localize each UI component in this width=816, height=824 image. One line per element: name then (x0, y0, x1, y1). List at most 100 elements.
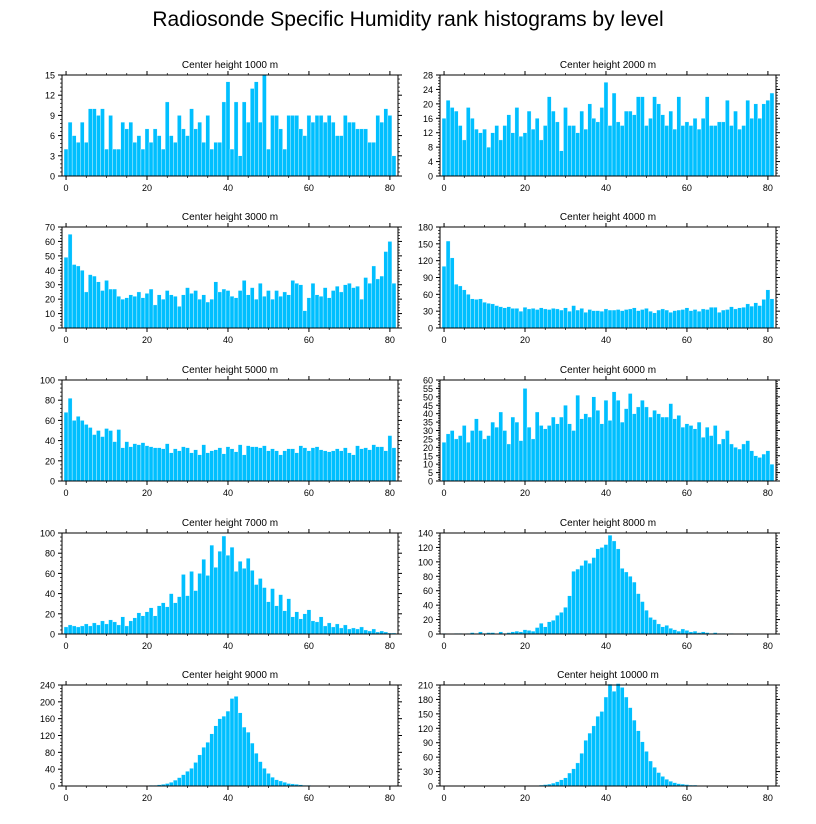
histogram-bar (258, 283, 263, 329)
histogram-bar (88, 625, 93, 635)
histogram-bar (660, 416, 665, 482)
panel-title: Center height 6000 m (560, 365, 656, 376)
histogram-bar (140, 148, 146, 177)
histogram-bar (498, 139, 503, 177)
histogram-bar (278, 780, 283, 787)
histogram-bar (343, 624, 348, 635)
histogram-bar (453, 284, 459, 329)
histogram-bar (652, 96, 657, 177)
histogram-bar (470, 118, 475, 177)
histogram-bar (67, 398, 73, 482)
histogram-bar (725, 309, 730, 329)
histogram-bar (603, 308, 609, 329)
histogram-bar (721, 121, 726, 177)
y-tick-label: 90 (423, 273, 433, 283)
histogram-bar (648, 760, 653, 787)
histogram-bar (375, 446, 380, 482)
y-tick-label: 40 (45, 266, 55, 276)
histogram-bar (391, 155, 397, 177)
x-tick-label: 60 (682, 641, 692, 651)
histogram-bar (615, 400, 621, 482)
histogram-bar (326, 622, 332, 635)
histogram-bar (213, 142, 219, 177)
histogram-bar (156, 294, 162, 329)
histogram-bar (278, 594, 283, 635)
histogram-bar (543, 308, 548, 329)
histogram-bar (270, 115, 275, 177)
x-tick-label: 0 (442, 793, 447, 803)
y-tick-label: 0 (50, 630, 55, 640)
histogram-bar (583, 560, 588, 635)
histogram-bar (534, 118, 540, 177)
histogram-bar (326, 297, 332, 329)
histogram-bar (306, 115, 312, 177)
y-tick-label: 6 (50, 131, 55, 141)
histogram-bar (522, 307, 528, 329)
histogram-bar (628, 308, 633, 329)
x-tick-label: 0 (64, 641, 69, 651)
histogram-bar (729, 443, 734, 482)
panel-title: Center height 10000 m (557, 670, 659, 681)
histogram-bar (225, 710, 231, 787)
histogram-bar (741, 125, 746, 177)
histogram-bar (583, 128, 588, 177)
histogram-bar (375, 115, 380, 177)
histogram-bar (445, 240, 451, 329)
histogram-bar (278, 454, 283, 482)
histogram-bar (668, 628, 673, 635)
histogram-bar (745, 303, 750, 329)
histogram-bar (229, 448, 235, 482)
histogram-bar (571, 305, 576, 329)
histogram-bar (152, 447, 158, 482)
histogram-bar (250, 88, 255, 177)
x-tick-label: 20 (520, 488, 530, 498)
histogram-bar (306, 609, 312, 635)
x-tick-label: 40 (223, 488, 233, 498)
histogram-bar (286, 598, 291, 635)
x-tick-label: 40 (601, 488, 611, 498)
histogram-bar (761, 299, 767, 329)
histogram-bar (547, 425, 552, 482)
histogram-bar (221, 288, 227, 329)
histogram-bar (254, 81, 259, 177)
histogram-panel-4: Center height 4000 m 0 30 60 90 120 150 180 0 20 4… (418, 212, 780, 345)
y-tick-label: 0 (428, 477, 433, 487)
histogram-bar (331, 450, 336, 482)
histogram-bar (169, 782, 174, 787)
histogram-bar (482, 302, 487, 329)
y-tick-label: 20 (45, 456, 55, 466)
histogram-bar (254, 298, 259, 329)
histogram-bar (286, 294, 291, 329)
histogram-bar (700, 437, 706, 482)
y-tick-label: 10 (423, 460, 433, 470)
histogram-bar (177, 777, 182, 787)
histogram-bar (156, 605, 162, 635)
histogram-bar (173, 448, 178, 482)
histogram-bar (258, 121, 263, 177)
histogram-bar (526, 426, 532, 482)
histogram-bar (559, 612, 564, 635)
histogram-bar (298, 445, 304, 482)
histogram-bar (449, 257, 455, 329)
histogram-bar (165, 290, 170, 329)
histogram-bar (672, 782, 677, 787)
histogram-bar (246, 121, 251, 177)
y-tick-label: 50 (423, 392, 433, 402)
histogram-bar (108, 619, 113, 635)
histogram-bar (453, 438, 459, 482)
histogram-bar (490, 421, 495, 482)
histogram-bar (310, 447, 316, 482)
y-tick-label: 70 (45, 223, 55, 233)
histogram-bar (632, 413, 637, 482)
histogram-bar (379, 121, 385, 177)
histogram-bar (753, 455, 758, 482)
histogram-bar (656, 103, 661, 177)
histogram-bar (112, 288, 117, 329)
histogram-bar (709, 307, 714, 329)
y-tick-label: 0 (428, 324, 433, 334)
histogram-bar (737, 307, 742, 329)
histogram-bar (132, 142, 138, 177)
histogram-bar (75, 265, 81, 329)
histogram-bar (680, 125, 686, 177)
histogram-bar (551, 110, 556, 177)
